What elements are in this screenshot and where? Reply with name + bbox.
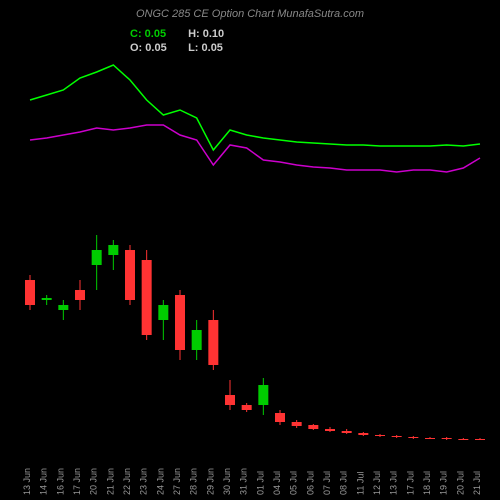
candle-body	[142, 260, 152, 335]
x-axis-label: 16 Jun	[55, 468, 65, 495]
x-axis-label: 07 Jul	[322, 471, 332, 495]
x-axis-label: 27 Jun	[172, 468, 182, 495]
x-axis-label: 28 Jun	[189, 468, 199, 495]
x-axis-label: 19 Jul	[439, 471, 449, 495]
x-axis-label: 30 Jun	[222, 468, 232, 495]
x-axis-label: 13 Jun	[22, 468, 32, 495]
candle-body	[258, 385, 268, 405]
option-chart: ONGC 285 CE Option Chart MunafaSutra.com…	[0, 0, 500, 500]
candle-body	[442, 438, 452, 439]
x-axis-label: 17 Jun	[72, 468, 82, 495]
candle-body	[292, 422, 302, 426]
x-axis-label: 18 Jul	[422, 471, 432, 495]
candle-body	[125, 250, 135, 300]
candle-body	[242, 405, 252, 410]
candle-body	[358, 433, 368, 435]
x-axis-label: 05 Jul	[289, 471, 299, 495]
indicator-line-1	[30, 65, 480, 150]
x-axis-label: 17 Jul	[405, 471, 415, 495]
x-axis-label: 31 Jun	[239, 468, 249, 495]
candle-body	[158, 305, 168, 320]
candle-body	[308, 425, 318, 429]
candle-body	[342, 431, 352, 433]
x-axis-label: 04 Jul	[272, 471, 282, 495]
x-axis-label: 20 Jul	[455, 471, 465, 495]
x-axis-label: 13 Jul	[389, 471, 399, 495]
candle-body	[475, 439, 485, 440]
x-axis-label: 23 Jun	[139, 468, 149, 495]
candle-body	[75, 290, 85, 300]
x-axis-label: 29 Jun	[205, 468, 215, 495]
candle-body	[325, 429, 335, 431]
x-axis-label: 06 Jul	[305, 471, 315, 495]
candle-body	[208, 320, 218, 365]
x-axis-label: 11 Jul	[355, 472, 365, 495]
x-axis-label: 01 Jul	[255, 471, 265, 495]
candle-body	[25, 280, 35, 305]
x-axis-label: 12 Jul	[372, 471, 382, 495]
indicator-line-2	[30, 125, 480, 172]
candle-body	[225, 395, 235, 405]
candle-body	[425, 438, 435, 439]
candle-body	[375, 435, 385, 436]
x-axis-label: 08 Jul	[339, 471, 349, 495]
x-axis-label: 24 Jun	[155, 468, 165, 495]
candle-body	[275, 413, 285, 422]
candle-body	[192, 330, 202, 350]
candle-body	[58, 305, 68, 310]
candle-body	[408, 437, 418, 438]
x-axis-label: 21 Jun	[105, 468, 115, 495]
candle-body	[92, 250, 102, 265]
x-axis-label: 14 Jun	[39, 468, 49, 495]
x-axis-label: 20 Jun	[89, 468, 99, 495]
candle-body	[458, 439, 468, 440]
candle-body	[108, 245, 118, 255]
candle-body	[42, 298, 52, 300]
x-axis-label: 21 Jul	[472, 471, 482, 495]
candle-body	[175, 295, 185, 350]
x-axis-label: 22 Jun	[122, 468, 132, 495]
chart-canvas: 13 Jun 14 Jun 16 Jun 17 Jun 20 Jun 21 Jun 22 J…	[0, 0, 500, 500]
candle-body	[392, 436, 402, 437]
